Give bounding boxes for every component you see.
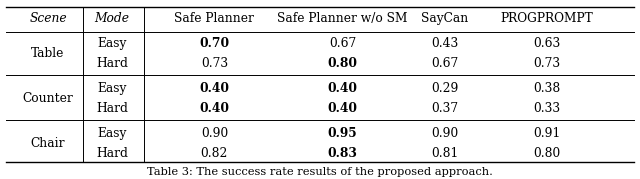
Text: 0.29: 0.29	[431, 82, 458, 95]
Text: 0.38: 0.38	[534, 82, 561, 95]
Text: Chair: Chair	[31, 137, 65, 150]
Text: 0.81: 0.81	[431, 147, 458, 159]
Text: 0.40: 0.40	[328, 82, 357, 95]
Text: 0.80: 0.80	[534, 147, 561, 159]
Text: 0.73: 0.73	[534, 57, 561, 70]
Text: 0.40: 0.40	[200, 102, 229, 115]
Text: Counter: Counter	[22, 92, 74, 105]
Text: 0.91: 0.91	[534, 127, 561, 140]
Text: 0.67: 0.67	[329, 37, 356, 50]
Text: 0.82: 0.82	[201, 147, 228, 159]
Text: 0.63: 0.63	[534, 37, 561, 50]
Text: Easy: Easy	[97, 82, 127, 95]
Text: 0.95: 0.95	[328, 127, 357, 140]
Text: Safe Planner: Safe Planner	[175, 12, 254, 25]
Text: Scene: Scene	[29, 12, 67, 25]
Text: 0.67: 0.67	[431, 57, 458, 70]
Text: 0.70: 0.70	[199, 37, 230, 50]
Text: 0.80: 0.80	[328, 57, 357, 70]
Text: PROGPROMPT: PROGPROMPT	[501, 12, 593, 25]
Text: 0.90: 0.90	[201, 127, 228, 140]
Text: 0.43: 0.43	[431, 37, 458, 50]
Text: 0.90: 0.90	[431, 127, 458, 140]
Text: Table 3: The success rate results of the proposed approach.: Table 3: The success rate results of the…	[147, 167, 493, 177]
Text: Easy: Easy	[97, 37, 127, 50]
Text: 0.40: 0.40	[328, 102, 357, 115]
Text: Hard: Hard	[96, 102, 128, 115]
Text: 0.33: 0.33	[534, 102, 561, 115]
Text: 0.83: 0.83	[328, 147, 357, 159]
Text: Easy: Easy	[97, 127, 127, 140]
Text: Table: Table	[31, 47, 65, 60]
Text: SayCan: SayCan	[421, 12, 468, 25]
Text: 0.37: 0.37	[431, 102, 458, 115]
Text: 0.40: 0.40	[200, 82, 229, 95]
Text: Mode: Mode	[95, 12, 129, 25]
Text: Hard: Hard	[96, 57, 128, 70]
Text: 0.73: 0.73	[201, 57, 228, 70]
Text: Safe Planner w/o SM: Safe Planner w/o SM	[277, 12, 408, 25]
Text: Hard: Hard	[96, 147, 128, 159]
